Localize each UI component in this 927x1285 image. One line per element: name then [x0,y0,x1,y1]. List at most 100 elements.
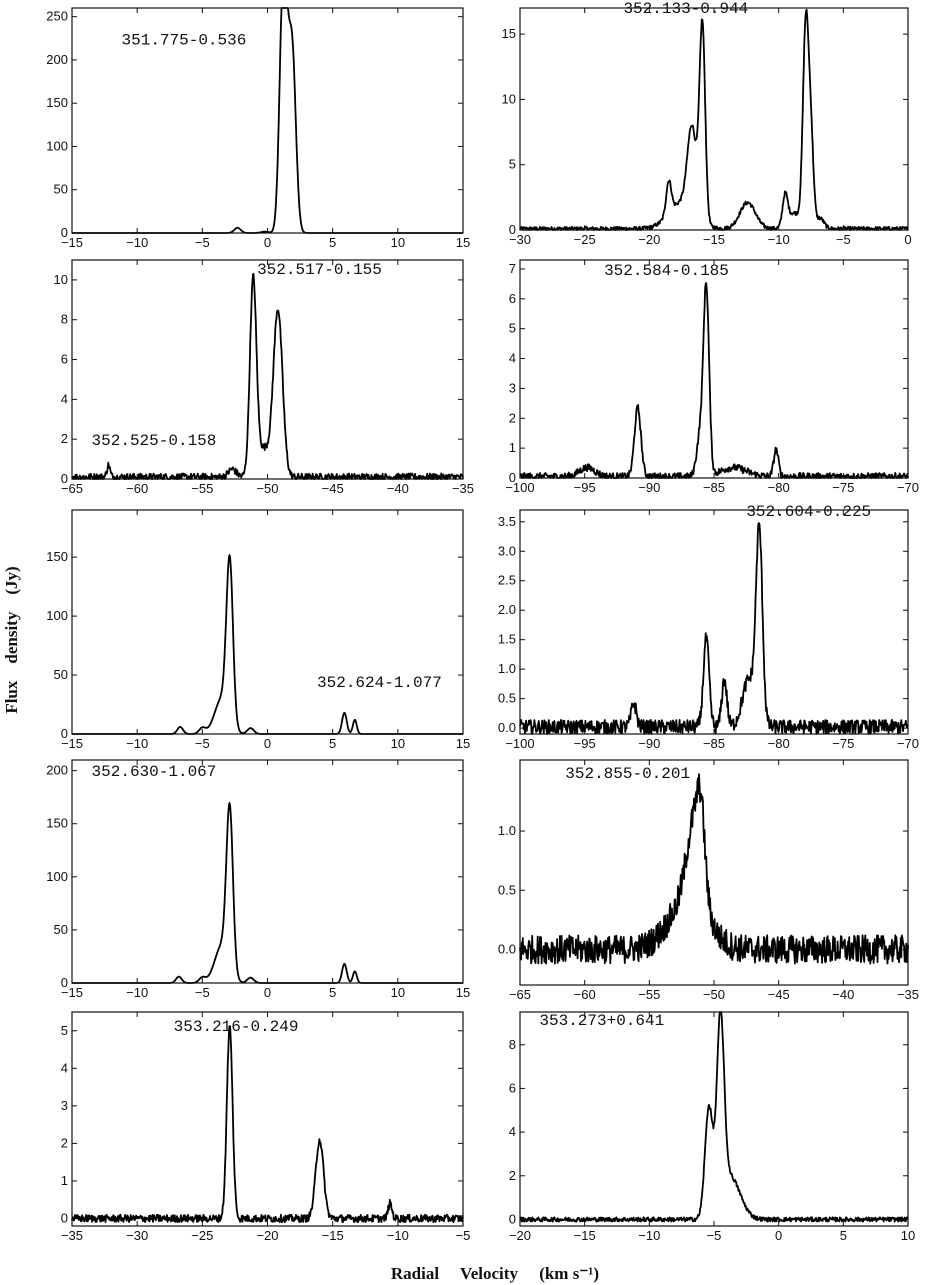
plot-frame [519,509,909,735]
x-tick-label: −15 [61,985,83,1000]
plot-frame [71,1011,464,1227]
x-tick-label: −15 [61,736,83,751]
y-tick-label: 0 [61,1210,68,1225]
y-tick-label: 4 [509,1124,516,1139]
x-tick-label: −30 [126,1228,148,1243]
spectrum-line [519,1011,909,1223]
y-tick-label: 3.0 [498,543,516,558]
y-tick-label: 1.0 [498,823,516,838]
spectrum-line [519,522,909,735]
y-tick-label: 250 [46,9,68,24]
x-tick-label: −95 [574,736,596,751]
x-tick-label: −45 [768,987,790,1002]
x-tick-label: −10 [126,985,148,1000]
x-tick-label: −15 [61,235,83,250]
y-tick-label: 200 [46,763,68,778]
plot-frame [71,759,464,984]
spectrum-line [519,8,909,231]
y-tick-label: 2.0 [498,602,516,617]
x-tick-label: −10 [387,1228,409,1243]
y-tick-label: 6 [509,1080,516,1095]
spectrum-panel: −20 −15 −10 −5 0 5 10 0 2 4 6 8 353.273+0.641 [509,1011,915,1243]
spectrum-panel: −30 −25 −20 −15 −10 −5 0 0 5 10 15 352.133-0.944 [502,0,912,247]
x-tick-label: 15 [456,235,470,250]
spectrum-line [71,1025,464,1224]
y-tick-label: 4 [61,1060,68,1075]
spectrum-line [71,272,464,480]
x-tick-label: −55 [191,481,213,496]
y-tick-label: 0.0 [498,720,516,735]
spectrum-panel: −35 −30 −25 −20 −15 −10 −5 0 1 2 3 4 5 353.216-0.249 [61,1011,470,1243]
x-tick-label: −100 [505,736,534,751]
x-tick-label: −5 [836,232,851,247]
x-tick-label: 0 [904,232,911,247]
y-tick-label: 5 [509,321,516,336]
x-tick-label: 10 [391,235,405,250]
x-tick-label: −10 [126,235,148,250]
spectrum-line [71,802,464,984]
spectrum-panel: −65 −60 −55 −50 −45 −40 −35 0 2 4 6 8 10 352.517-0.15… [54,259,474,496]
source-label: 351.775-0.536 [122,31,247,49]
source-label: 352.630-1.067 [92,763,217,781]
spectrum-panel: −100 −95 −90 −85 −80 −75 −70 0 1 2 3 4 5 6 7 352.584-0.… [505,259,919,495]
x-tick-label: 10 [901,1228,915,1243]
spectrum-line [519,282,909,479]
x-tick-label: −10 [768,232,790,247]
x-tick-label: −70 [897,480,919,495]
source-label: 352.855-0.201 [565,765,690,783]
y-tick-label: 50 [54,182,68,197]
plot-frame [71,259,464,480]
x-tick-label: −75 [832,480,854,495]
x-tick-label: 0 [264,235,271,250]
y-tick-label: 2 [61,1135,68,1150]
y-tick-label: 6 [61,352,68,367]
x-tick-label: −15 [574,1228,596,1243]
source-label: 352.584-0.185 [604,262,729,280]
y-tick-label: 0 [61,975,68,990]
x-tick-label: −20 [638,232,660,247]
y-tick-label: 15 [502,26,516,41]
panel-grid: −15 −10 −5 0 5 10 15050100150200250351.775-0.5… [46,0,919,1243]
x-tick-label: −5 [195,235,210,250]
x-tick-label: −15 [703,232,725,247]
x-tick-label: −80 [768,736,790,751]
x-tick-label: −100 [505,480,534,495]
y-tick-label: 0.5 [498,882,516,897]
source-label: 352.133-0.944 [623,0,748,18]
x-tick-label: −15 [322,1228,344,1243]
y-tick-label: 0.5 [498,691,516,706]
y-tick-label: 0 [61,726,68,741]
x-tick-label: −5 [707,1228,722,1243]
y-tick-label: 4 [61,391,68,406]
y-tick-label: 0.0 [498,941,516,956]
y-tick-label: 150 [46,816,68,831]
y-axis-title: Flux density (Jy) [2,566,21,713]
y-tick-label: 0 [509,1211,516,1226]
x-tick-label: −20 [509,1228,531,1243]
x-tick-label: −10 [126,736,148,751]
spectrum-line [71,554,464,735]
y-tick-label: 1 [61,1173,68,1188]
plot-frame [71,7,464,234]
x-tick-label: −50 [256,481,278,496]
x-tick-label: −30 [509,232,531,247]
y-tick-label: 2 [509,410,516,425]
x-tick-label: 5 [329,235,336,250]
y-tick-label: 8 [509,1037,516,1052]
x-tick-label: −80 [768,480,790,495]
y-tick-label: 7 [509,261,516,276]
x-tick-label: −20 [256,1228,278,1243]
plot-frame [519,259,909,479]
x-tick-label: 5 [329,985,336,1000]
x-axis-title: Radial Velocity (km s⁻¹) [391,1264,599,1283]
plot-frame [71,509,464,735]
x-tick-label: −35 [61,1228,83,1243]
x-tick-label: 10 [391,985,405,1000]
plot-frame [519,1011,909,1227]
x-tick-label: −65 [509,987,531,1002]
x-tick-label: −50 [703,987,725,1002]
y-tick-label: 0 [509,470,516,485]
y-tick-label: 2 [509,1168,516,1183]
x-tick-label: −60 [574,987,596,1002]
